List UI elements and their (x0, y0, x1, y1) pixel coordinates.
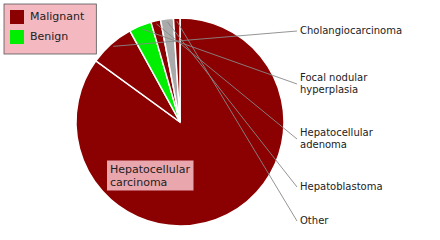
legend: Malignant Benign (4, 4, 96, 54)
leader-line (177, 21, 297, 221)
slice-labels: Cholangiocarcinoma Focal nodularhyperplas… (113, 21, 402, 226)
slice-label: Hepatocellularadenoma (300, 127, 374, 150)
legend-swatch (10, 30, 24, 44)
leader-line (156, 24, 297, 139)
slices (76, 18, 284, 226)
slice-label: Cholangiocarcinoma (300, 25, 402, 36)
pie-slice (76, 18, 284, 226)
slice-label: Other (300, 215, 329, 226)
legend-swatch (10, 10, 24, 24)
legend-label: Benign (30, 30, 68, 43)
slice-label: Hepatocellularcarcinoma (110, 163, 191, 189)
label-background (107, 161, 194, 191)
legend-label: Malignant (30, 10, 85, 23)
pie-chart: Cholangiocarcinoma Focal nodularhyperplas… (0, 0, 440, 240)
legend-frame (4, 4, 96, 54)
main-slice-label-group: Hepatocellularcarcinoma (107, 161, 194, 191)
slice-label: Focal nodularhyperplasia (300, 72, 368, 95)
leader-line (113, 31, 297, 46)
slice-label: Hepatoblastoma (300, 181, 383, 192)
